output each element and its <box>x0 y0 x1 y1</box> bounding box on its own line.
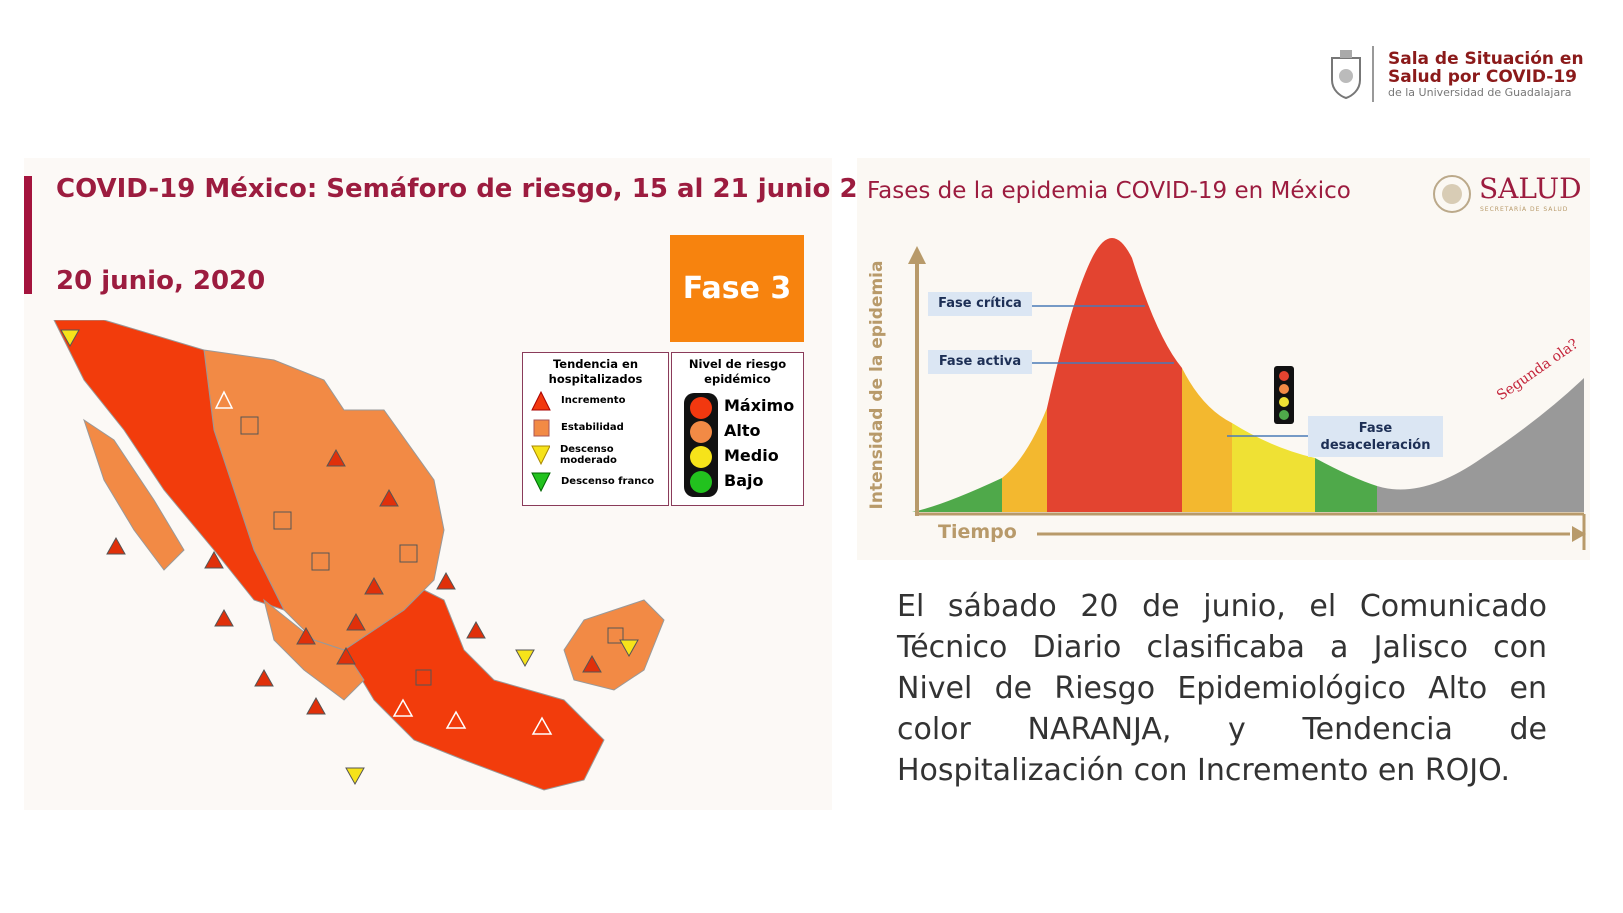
phase-active-label: Fase activa <box>928 350 1032 374</box>
udg-seal-icon <box>1331 50 1361 100</box>
traffic-light-small-icon <box>1274 366 1294 424</box>
phase-badge: Fase 3 <box>670 235 804 342</box>
curve-yellow-right <box>1182 368 1232 512</box>
risk-level: Medio <box>724 446 779 465</box>
body-paragraph: El sábado 20 de junio, el Comunicado Téc… <box>897 589 1547 788</box>
x-axis-label: Tiempo <box>938 521 1017 543</box>
map-northwest-region <box>53 320 285 611</box>
triangle-up-red-icon <box>531 390 551 410</box>
map-baja-south <box>83 418 185 571</box>
x-axis-arrow <box>1572 526 1586 542</box>
risk-level: Bajo <box>724 471 764 490</box>
slide-title: COVID-19 México: Semáforo de riesgo, 15 … <box>56 174 912 204</box>
y-axis-label: Intensidad de la epidemia <box>867 260 887 510</box>
chart-title: Fases de la epidemia COVID-19 en México <box>867 178 1351 204</box>
legend-item: Incremento <box>561 395 626 406</box>
map-west-coast <box>263 598 365 701</box>
salud-logo: SALUD SECRETARÍA DE SALUD <box>1432 172 1592 218</box>
phase-deceleration-label: Fase desaceleración <box>1308 416 1443 457</box>
risk-legend: Nivel de riesgo epidémico Máximo Alto Medio… <box>671 352 804 506</box>
curve-red-peak <box>1047 238 1182 512</box>
mexico-risk-map <box>53 320 665 791</box>
map-yucatan <box>563 599 665 691</box>
legend-item: Descenso franco <box>561 476 655 487</box>
header-title: Sala de Situación en Salud por COVID-19 <box>1388 49 1584 87</box>
epidemic-phases-diagram <box>908 238 1586 550</box>
trend-legend: Tendencia en hospitalizados Incremento Es… <box>522 352 669 506</box>
header-divider <box>1372 46 1374 102</box>
traffic-light-icon <box>684 393 718 497</box>
triangle-down-green-icon <box>531 472 551 492</box>
curve-green-left <box>912 478 1002 512</box>
risk-level: Alto <box>724 421 761 440</box>
curve-green-right <box>1315 458 1377 512</box>
legend-item: Descenso moderado <box>559 443 617 466</box>
y-axis-arrow <box>908 246 926 264</box>
accent-bar <box>24 176 32 294</box>
map-south-region <box>343 589 605 791</box>
square-orange-icon <box>533 419 550 436</box>
risk-level: Máximo <box>724 396 795 415</box>
curve-yellow-left <box>1002 408 1047 512</box>
salud-seal-icon <box>1433 175 1471 213</box>
header-subtitle: de la Universidad de Guadalajara <box>1388 86 1572 99</box>
curve-yellow-light <box>1232 423 1315 512</box>
second-wave-area <box>1377 378 1584 512</box>
slide-date: 20 junio, 2020 <box>56 266 266 296</box>
phase-critical-label: Fase crítica <box>928 292 1032 316</box>
map-central-region <box>203 349 445 651</box>
legend-item: Estabilidad <box>561 422 624 433</box>
trend-markers <box>60 329 639 786</box>
triangle-down-yellow-icon <box>531 445 550 465</box>
